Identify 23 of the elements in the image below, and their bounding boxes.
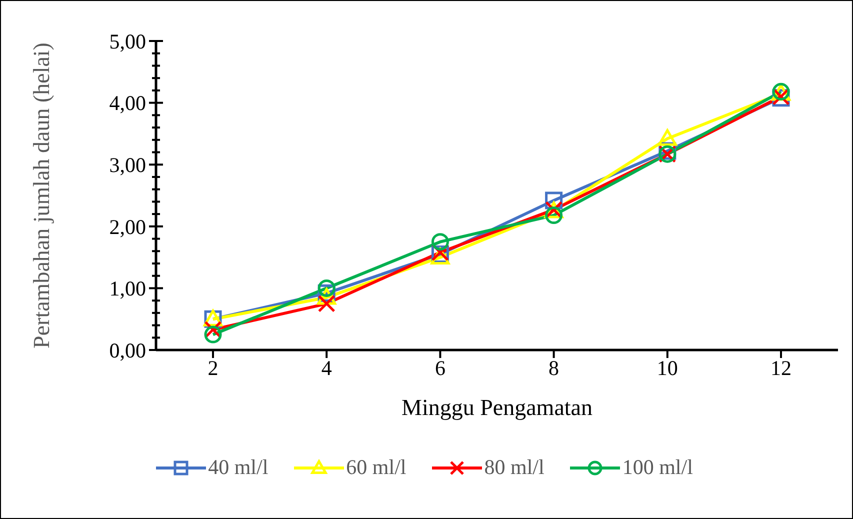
y-tick-label: 2,00: [109, 214, 146, 239]
x-tick-label: 8: [548, 356, 560, 380]
y-tick-label: 4,00: [109, 91, 146, 116]
y-tick-label: 5,00: [109, 29, 146, 54]
y-axis-title: Pertambahan jumlah daun (helai): [29, 42, 54, 348]
legend-label: 100 ml/l: [622, 455, 693, 480]
point: [204, 326, 222, 344]
x-axis-title: Minggu Pengamatan: [402, 395, 593, 420]
y-tick-label: 1,00: [109, 276, 146, 301]
legend-label: 40 ml/l: [208, 455, 268, 480]
point: [318, 294, 336, 312]
x-tick-label: 2: [208, 356, 218, 380]
point: [431, 233, 449, 251]
x-tick-label: 10: [656, 356, 678, 380]
x-tick-label: 12: [770, 356, 792, 380]
y-tick-label: 3,00: [109, 152, 146, 177]
x-tick-label: 6: [434, 356, 446, 380]
x-tick-label: 4: [321, 356, 332, 380]
point: [658, 129, 677, 146]
legend-label: 80 ml/l: [484, 455, 544, 480]
legend-label: 60 ml/l: [346, 455, 406, 480]
y-tick-label: 0,00: [109, 338, 146, 362]
point: [318, 279, 336, 297]
